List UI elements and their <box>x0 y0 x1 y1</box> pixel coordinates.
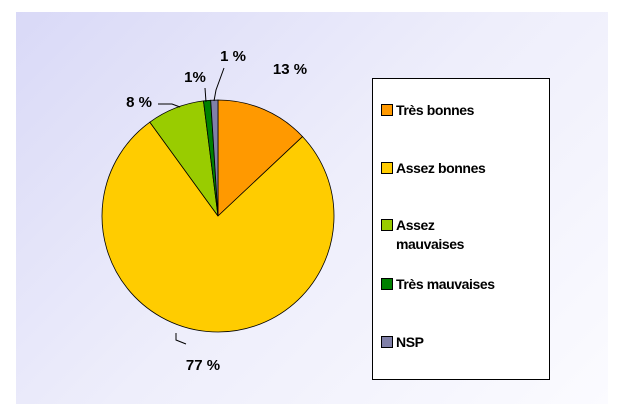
leader-line <box>213 67 225 102</box>
legend-entry: Très bonnes <box>381 101 546 120</box>
leader-line <box>204 87 207 103</box>
legend-label: Très bonnes <box>396 102 475 118</box>
data-label: 13 % <box>273 61 307 78</box>
pie-slice <box>217 99 304 217</box>
legend-entry: Assez mauvaises <box>381 216 496 254</box>
data-label: 1 % <box>220 48 246 65</box>
legend-label: NSP <box>396 334 424 350</box>
pie-slice <box>101 121 335 333</box>
legend-label: Assez mauvaises <box>396 217 465 252</box>
data-label: 1% <box>184 69 206 86</box>
legend-swatch <box>381 104 393 116</box>
legend-label: Très mauvaises <box>396 276 495 292</box>
leader-line <box>158 103 181 108</box>
legend-entry: Très mauvaises <box>381 275 546 294</box>
legend-swatch <box>381 336 393 348</box>
legend-entry: NSP <box>381 333 546 352</box>
legend: Très bonnes Assez bonnes Assez mauvaises Tr… <box>372 78 550 380</box>
legend-swatch <box>381 162 393 174</box>
legend-label: Assez bonnes <box>396 160 486 176</box>
data-label: 77 % <box>186 357 220 374</box>
legend-swatch <box>381 219 393 231</box>
legend-entry: Assez bonnes <box>381 159 546 178</box>
data-label: 8 % <box>126 94 152 111</box>
leader-line <box>175 333 187 345</box>
legend-swatch <box>381 278 393 290</box>
